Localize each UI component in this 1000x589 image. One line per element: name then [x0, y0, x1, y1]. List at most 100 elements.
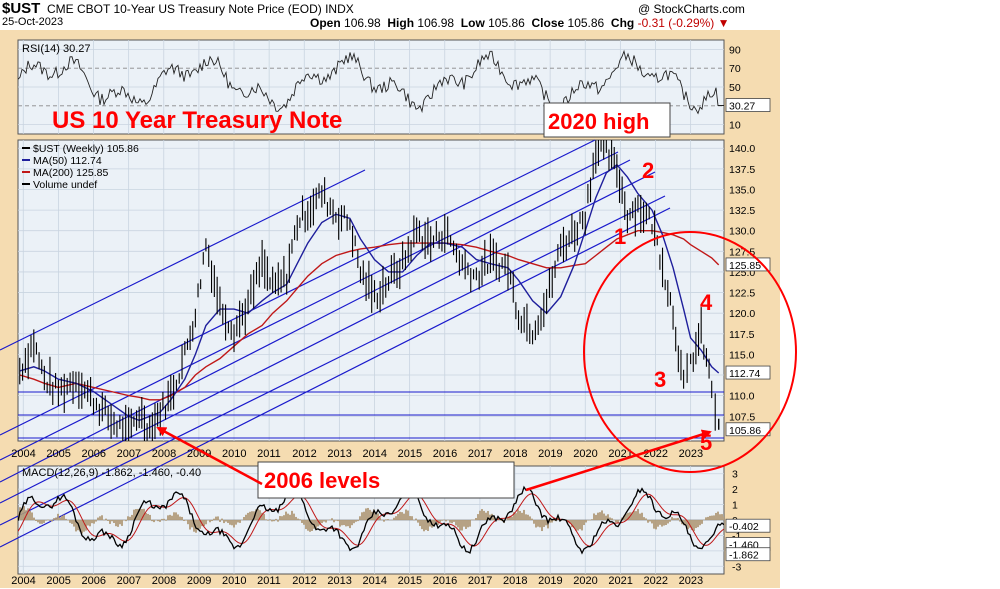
chart-title: CME CBOT 10-Year US Treasury Note Price …: [47, 2, 354, 16]
year-tick-label-upper: 2013: [327, 448, 351, 460]
year-tick-label-lower: 2022: [644, 575, 668, 587]
open-value: 106.98: [344, 16, 381, 30]
low-value: 105.86: [488, 16, 525, 30]
annotation-title: US 10 Year Treasury Note: [52, 107, 342, 134]
price-tick-label: 137.5: [729, 164, 755, 176]
year-tick-label-lower: 2010: [222, 575, 246, 587]
macd-value-tag-box: [725, 547, 771, 562]
year-tick-label-upper: 2023: [679, 448, 703, 460]
rsi-value-tag-box: [725, 98, 771, 112]
rsi-value-tag: 30.27: [729, 101, 755, 113]
high-label: High: [387, 16, 415, 30]
year-tick-label-lower: 2023: [679, 575, 703, 587]
year-tick-label-lower: 2019: [538, 575, 562, 587]
chg-value: -0.31 (-0.29%): [637, 16, 715, 30]
year-tick-label-upper: 2017: [468, 448, 492, 460]
annotation-2006-levels: 2006 levels: [264, 468, 380, 493]
year-tick-label-lower: 2013: [327, 575, 351, 587]
year-tick-label-upper: 2019: [538, 448, 562, 460]
price-tick-label: 117.5: [729, 329, 755, 341]
macd-hist-value-tag: -0.402: [729, 521, 759, 533]
year-tick-label-upper: 2008: [152, 448, 176, 460]
price-tick-label: 140.0: [729, 143, 755, 155]
macd-tick-label: 2: [732, 484, 738, 496]
price-tick-label: 132.5: [729, 205, 755, 217]
year-tick-label-upper: 2014: [363, 448, 387, 460]
trend-channel-line: [0, 195, 666, 526]
ma50-line: [19, 163, 720, 422]
year-tick-label-lower: 2011: [257, 575, 281, 587]
year-tick-label-upper: 2004: [11, 448, 35, 460]
ma50-value-tag-box: [725, 365, 771, 380]
annotation-2020-high: 2020 high: [548, 109, 649, 134]
annotation-2020-box: [543, 102, 671, 138]
low-label: Low: [460, 16, 485, 30]
year-tick-label-lower: 2006: [82, 575, 106, 587]
year-tick-label-lower: 2017: [468, 575, 492, 587]
macd-group: [18, 485, 724, 555]
year-tick-label-upper: 2012: [292, 448, 316, 460]
trend-channel-line: [0, 207, 671, 548]
wave-label-1: 1: [614, 224, 626, 249]
macd-hist-value-tag-box: [725, 518, 771, 533]
year-tick-label-upper: 2007: [117, 448, 141, 460]
price-series-group: [19, 140, 720, 441]
down-triangle-icon: ▼: [717, 16, 730, 30]
brand-label: @ StockCharts.com: [638, 2, 745, 16]
trend-channel-line: [0, 171, 656, 504]
price-tick-label: 115.0: [729, 349, 755, 361]
ma200-value-tag: 125.85: [729, 260, 761, 272]
year-tick-label-lower: 2007: [117, 575, 141, 587]
rsi-tick-label: 90: [729, 44, 741, 56]
wave-label-3: 3: [654, 367, 666, 392]
open-label: Open: [310, 16, 341, 30]
price-legend-item: MA(200) 125.85: [33, 167, 108, 179]
macd-tick-label: 1: [732, 500, 738, 512]
ohlc-readout: Open 106.98 High 106.98 Low 105.86 Close…: [310, 16, 730, 30]
year-tick-label-lower: 2012: [292, 575, 316, 587]
year-tick-label-upper: 2011: [257, 448, 281, 460]
macd-signal-line: [18, 493, 724, 547]
chg-label: Chg: [610, 16, 635, 30]
macd-tick-label: 3: [732, 469, 738, 481]
trend-channel-line: [0, 159, 631, 483]
macd-tick-label: -3: [732, 561, 741, 573]
rsi-line: [18, 49, 724, 115]
macd-tick-label: -1: [732, 530, 741, 542]
year-tick-label-upper: 2010: [222, 448, 246, 460]
close-value: 105.86: [567, 16, 605, 30]
price-panel: [17, 139, 725, 442]
year-tick-label-lower: 2005: [46, 575, 70, 587]
ma200-line: [19, 230, 720, 401]
year-tick-label-upper: 2016: [433, 448, 457, 460]
high-value: 106.98: [417, 16, 455, 30]
price-tick-label: 110.0: [729, 391, 755, 403]
year-tick-label-upper: 2005: [46, 448, 70, 460]
symbol-label: $UST: [2, 0, 41, 17]
trend-channel-line: [0, 151, 619, 461]
arrow-to-2006-low: [156, 426, 263, 486]
rsi-tick-label: 50: [729, 82, 741, 94]
price-tick-label: 107.5: [729, 411, 755, 423]
year-tick-label-upper: 2020: [573, 448, 597, 460]
year-tick-label-lower: 2020: [573, 575, 597, 587]
macd-line: [18, 485, 724, 555]
year-tick-label-lower: 2008: [152, 575, 176, 587]
rsi-label: RSI(14) 30.27: [22, 43, 90, 55]
price-legend-item: $UST (Weekly) 105.86: [33, 143, 139, 155]
rsi-tick-label: 10: [729, 120, 741, 132]
year-tick-label-lower: 2015: [398, 575, 422, 587]
macd-label: MACD(12,26,9) -1.862, -1.460, -0.40: [22, 467, 201, 479]
price-legend-item: MA(50) 112.74: [33, 155, 102, 167]
year-tick-label-upper: 2006: [82, 448, 106, 460]
close-label: Close: [531, 16, 565, 30]
trend-channel-line: [0, 169, 366, 351]
price-tick-label: 135.0: [729, 184, 755, 196]
year-tick-label-lower: 2014: [363, 575, 387, 587]
price-tick-label: 130.0: [729, 226, 755, 238]
wave-label-2: 2: [642, 158, 654, 183]
price-legend-item: Volume undef: [33, 179, 97, 191]
year-tick-label-lower: 2016: [433, 575, 457, 587]
